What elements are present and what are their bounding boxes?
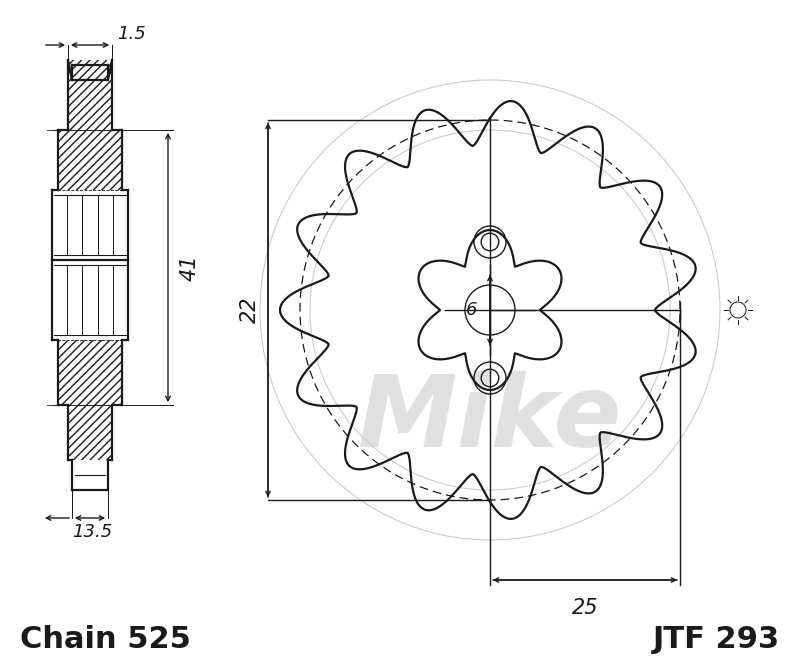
Text: 1.5: 1.5 (117, 25, 146, 43)
Text: 13.5: 13.5 (72, 523, 112, 541)
Text: 25: 25 (572, 598, 598, 618)
Bar (68, 60, 112, 130)
Text: Chain 525: Chain 525 (20, 625, 191, 655)
Bar (58, 340, 122, 405)
Text: JTF 293: JTF 293 (653, 625, 780, 655)
Bar (68, 405, 112, 460)
Text: Mike: Mike (358, 372, 622, 468)
Bar (58, 130, 122, 190)
Text: 22: 22 (240, 297, 260, 323)
Text: 6: 6 (466, 301, 478, 319)
Text: 41: 41 (180, 254, 200, 281)
